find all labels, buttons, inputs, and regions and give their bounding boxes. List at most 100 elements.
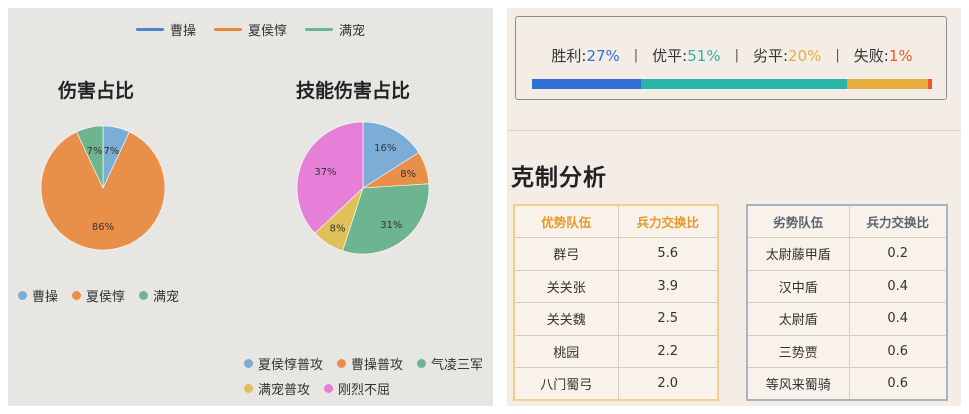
table-row: 三势贾 0.6 [746,334,948,368]
legend-dot [417,359,427,368]
legend-item-manchong[interactable]: 满宠 [139,286,179,305]
pie-slice-0[interactable] [362,121,420,189]
legend-dot [18,291,27,300]
legend-line-manchong [305,28,333,31]
legend-label: 满宠普攻 [258,383,311,398]
exchange-ratio: 2.5 [617,302,719,336]
pie-slice-label-2: 7% [87,146,103,157]
column-header: 兵力交换比 [617,204,719,238]
legend-item-xiahoudun[interactable]: 夏侯惇 [213,20,287,39]
pie-slice-label-3: 8% [330,224,346,235]
legend-label: 曹操 [169,24,196,39]
pie-slice-2[interactable] [342,183,430,255]
legend-line-caocao [135,28,164,31]
team-name: 桃园 [513,334,619,368]
exchange-ratio: 2.2 [617,334,719,368]
legend-label: 气凌三军 [431,358,484,373]
stat-label: 胜利: [551,47,587,65]
team-name: 等风来蜀骑 [746,367,850,401]
team-name: 八门蜀弓 [513,367,619,401]
stat-value: 1% [888,46,913,65]
legend-dot [244,359,253,368]
legend-item-caocao-attack[interactable]: 曹操普攻 [337,354,403,373]
stat-separator: | [734,48,739,63]
legend-line-xiahoudun [213,28,242,31]
pie-slice-label-4: 37% [314,167,336,178]
legend-label: 曹操普攻 [351,358,404,373]
stat-loss: 失败: 1% [854,45,913,66]
legend-label: 满宠 [153,290,180,305]
legend-item-xiahoudun-attack[interactable]: 夏侯惇普攻 [244,354,323,373]
legend-dot [72,291,82,300]
charts-panel: 曹操 夏侯惇 满宠 伤害占比 技能伤害占比 7% 86% 7% 16% 8% 31% 8%… [8,8,493,406]
disadvantage-table: 劣势队伍 兵力交换比 太尉藤甲盾 0.2 汉中盾 0.4 太尉盾 0.4 三势贾 0.6… [746,204,948,401]
legend-item-caocao[interactable]: 曹操 [18,286,58,305]
stat-label: 劣平: [752,47,789,65]
table-row: 太尉盾 0.4 [746,302,948,336]
exchange-ratio: 0.4 [848,302,948,336]
team-name: 关关魏 [513,302,619,336]
team-name: 群弓 [513,237,619,271]
outcome-bar-segment-0 [532,79,642,89]
analysis-panel: 胜利: 27% | 优平: 51% | 劣平: 20% | 失败: 1% 克制分析 优势… [507,8,961,406]
table-row: 群弓 5.6 [513,237,719,271]
outcome-bar-segment-3 [927,79,932,89]
legend-label: 夏侯惇普攻 [258,358,324,373]
damage-legend: 曹操 夏侯惇 满宠 [18,286,238,305]
team-name: 三势贾 [746,334,850,368]
pie-slice-2[interactable] [76,125,104,189]
skill-legend: 夏侯惇普攻 曹操普攻 气凌三军 满宠普攻 刚烈不屈 [244,354,489,398]
legend-label: 夏侯惇 [247,24,287,39]
table-row: 关关张 3.9 [513,269,719,303]
team-name: 太尉藤甲盾 [746,237,850,271]
legend-item-xiahoudun[interactable]: 夏侯惇 [72,286,125,305]
pie-slice-label-1: 86% [92,222,114,233]
legend-dot [244,384,253,393]
skill-pie-chart: 16% 8% 31% 8% 37% [296,121,430,255]
stat-separator: | [835,48,840,63]
stat-label: 失败: [853,47,889,65]
table-row: 太尉藤甲盾 0.2 [746,237,948,271]
outcome-summary: 胜利: 27% | 优平: 51% | 劣平: 20% | 失败: 1% [515,16,947,100]
table-row: 汉中盾 0.4 [746,269,948,303]
analysis-title: 克制分析 [511,165,607,191]
pie-slice-1[interactable] [40,131,166,251]
team-name: 关关张 [513,269,619,303]
legend-dot [337,359,347,368]
legend-item-gangliebuqu[interactable]: 刚烈不屈 [324,379,390,398]
legend-label: 夏侯惇 [86,290,126,305]
pie-slice-4[interactable] [296,121,364,234]
exchange-ratio: 5.6 [617,237,719,271]
legend-item-caocao[interactable]: 曹操 [135,20,196,39]
exchange-ratio: 3.9 [617,269,719,303]
legend-item-qiling[interactable]: 气凌三军 [417,354,483,373]
stat-bad-draw: 劣平: 20% [753,45,821,66]
legend-item-manchong-attack[interactable]: 满宠普攻 [244,379,310,398]
table-row: 桃园 2.2 [513,334,719,368]
divider [507,130,961,131]
legend-dot [324,384,334,393]
damage-pie-chart: 7% 86% 7% [40,125,166,251]
hero-legend: 曹操 夏侯惇 满宠 [8,20,493,39]
table-row: 八门蜀弓 2.0 [513,367,719,401]
stat-win: 胜利: 27% [551,45,619,66]
legend-label: 曹操 [32,290,59,305]
table-header-row: 优势队伍 兵力交换比 [513,204,719,238]
pie-slice-label-0: 7% [103,146,119,157]
column-header: 劣势队伍 [746,204,850,238]
outcome-bar-segment-2 [847,79,928,89]
outcome-bar-segment-1 [641,79,848,89]
legend-label: 满宠 [339,24,366,39]
column-header: 优势队伍 [513,204,619,238]
legend-label: 刚烈不屈 [338,383,391,398]
team-name: 太尉盾 [746,302,850,336]
exchange-ratio: 0.4 [848,269,948,303]
team-name: 汉中盾 [746,269,850,303]
skill-chart-title: 技能伤害占比 [296,80,411,102]
legend-item-manchong[interactable]: 满宠 [305,20,365,39]
pie-slice-label-0: 16% [374,143,396,154]
column-header: 兵力交换比 [848,204,948,238]
legend-dot [139,291,149,300]
damage-chart-title: 伤害占比 [58,80,135,102]
exchange-ratio: 0.6 [848,367,948,401]
